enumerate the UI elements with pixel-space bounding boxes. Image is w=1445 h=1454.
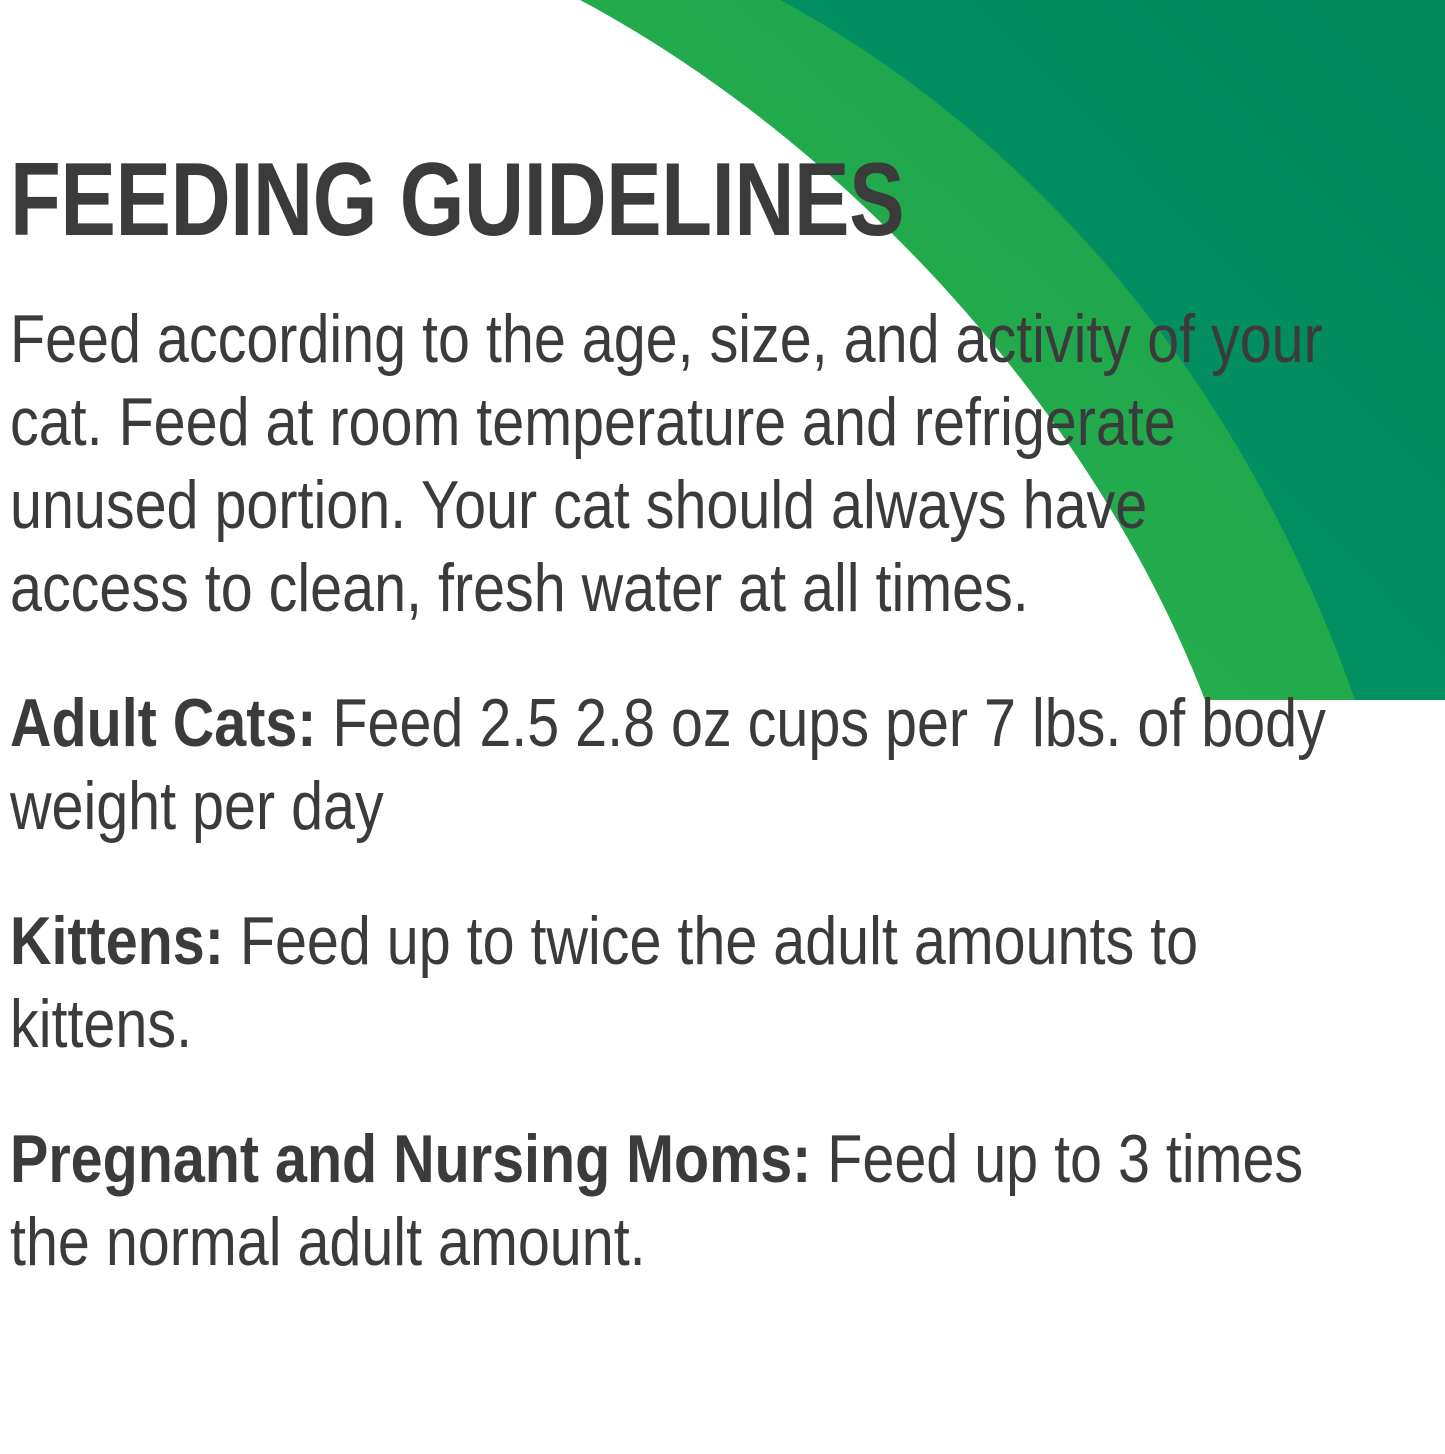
text-content: FEEDING GUIDELINES Feed according to the… (10, 0, 1340, 1284)
guideline-label: Kittens: (10, 903, 224, 979)
guideline-label: Adult Cats: (10, 685, 317, 761)
guideline-kittens: Kittens: Feed up to twice the adult amou… (10, 848, 1337, 1066)
guideline-text: Feed up to twice the adult amounts to ki… (10, 903, 1199, 1062)
guideline-label: Pregnant and Nursing Moms: (10, 1121, 812, 1197)
page-title: FEEDING GUIDELINES (10, 142, 905, 258)
guideline-adult-cats: Adult Cats: Feed 2.5 2.8 oz cups per 7 l… (10, 630, 1337, 848)
intro-paragraph: Feed according to the age, size, and act… (10, 301, 1323, 626)
guideline-pregnant-nursing-moms: Pregnant and Nursing Moms: Feed up to 3 … (10, 1066, 1337, 1284)
guideline-text: Feed 2.5 2.8 oz cups per 7 lbs. of body … (10, 685, 1326, 844)
guideline-text: Feed up to 3 times the normal adult amou… (10, 1121, 1304, 1280)
